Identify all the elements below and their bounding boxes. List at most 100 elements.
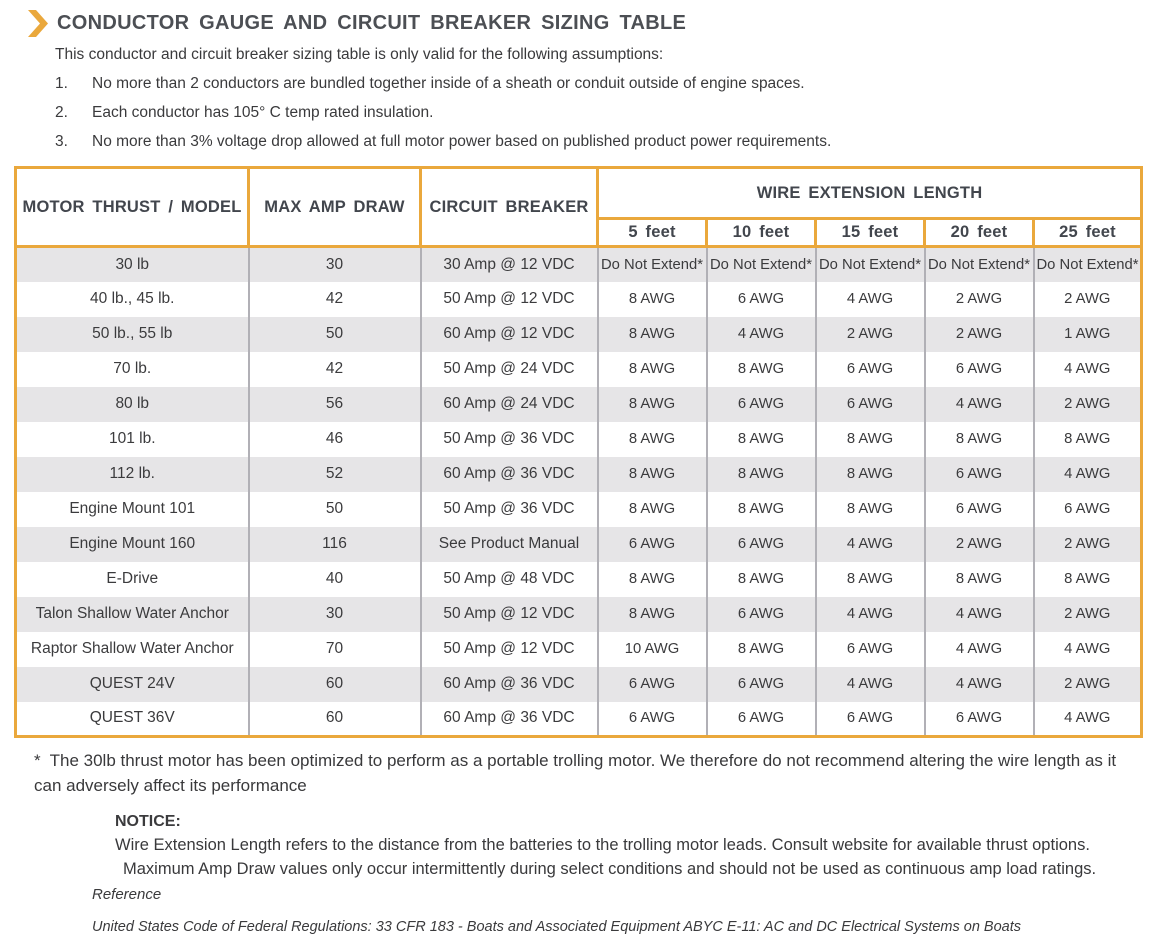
table-row: Raptor Shallow Water Anchor 70 50 Amp @ 12…: [14, 631, 1144, 667]
cell-ext: 2 AWG: [923, 281, 1035, 317]
cell-ext: 6 AWG: [923, 351, 1035, 387]
cell-ext: 8 AWG: [596, 421, 708, 457]
cell-model: 70 lb.: [14, 351, 250, 387]
cell-ext: 6 AWG: [814, 386, 926, 422]
notice-line-2: Maximum Amp Draw values only occur inter…: [123, 860, 1097, 878]
footnote-text: The 30lb thrust motor has been optimized…: [34, 751, 1117, 795]
table-row: 112 lb. 52 60 Amp @ 36 VDC 8 AWG 8 AWG 8 AWG 6…: [14, 456, 1144, 492]
notice-block: NOTICE: Wire Extension Length refers to …: [115, 813, 1154, 879]
cell-ext: 8 AWG: [705, 631, 817, 667]
cell-ext: 4 AWG: [1032, 456, 1144, 492]
cell-ext: 2 AWG: [814, 316, 926, 352]
cell-max-amp: 70: [247, 631, 422, 667]
cell-max-amp: 42: [247, 281, 422, 317]
cell-ext: 8 AWG: [814, 421, 926, 457]
section-header: CONDUCTOR GAUGE AND CIRCUIT BREAKER SIZI…: [0, 0, 1154, 37]
cell-ext: 6 AWG: [705, 701, 817, 738]
reference-label: Reference: [92, 886, 162, 903]
cell-circuit-breaker: 50 Amp @ 36 VDC: [419, 491, 599, 527]
cell-ext: 8 AWG: [814, 491, 926, 527]
assumption-item-2: 2. Each conductor has 105° C temp rated …: [55, 104, 1154, 122]
cell-max-amp: 50: [247, 316, 422, 352]
table-body: 30 lb 30 30 Amp @ 12 VDC Do Not Extend* Do N…: [14, 246, 1144, 738]
chevron-right-icon: [28, 10, 48, 37]
cell-ext: 2 AWG: [1032, 666, 1144, 702]
cell-ext: 8 AWG: [1032, 421, 1144, 457]
cell-ext: Do Not Extend*: [814, 246, 926, 282]
table-row: 50 lb., 55 lb 50 60 Amp @ 12 VDC 8 AWG 4 AWG…: [14, 316, 1144, 352]
cell-model: E-Drive: [14, 561, 250, 597]
cell-max-amp: 52: [247, 456, 422, 492]
cell-ext: Do Not Extend*: [596, 246, 708, 282]
cell-ext: 10 AWG: [596, 631, 708, 667]
cell-ext: 8 AWG: [596, 561, 708, 597]
cell-ext: Do Not Extend*: [923, 246, 1035, 282]
cell-ext: 6 AWG: [596, 666, 708, 702]
cell-ext: 8 AWG: [596, 386, 708, 422]
table-header: MOTOR THRUST / MODEL MAX AMP DRAW CIRCUI…: [14, 166, 1144, 248]
table-row: Engine Mount 101 50 50 Amp @ 36 VDC 8 AWG 8 …: [14, 491, 1144, 527]
cell-ext: 8 AWG: [596, 316, 708, 352]
cell-circuit-breaker: See Product Manual: [419, 526, 599, 562]
cell-circuit-breaker: 50 Amp @ 24 VDC: [419, 351, 599, 387]
cell-ext: 8 AWG: [923, 421, 1035, 457]
cell-circuit-breaker: 60 Amp @ 36 VDC: [419, 456, 599, 492]
assumption-item-1: 1. No more than 2 conductors are bundled…: [55, 75, 1154, 93]
cell-ext: 2 AWG: [1032, 596, 1144, 632]
cell-circuit-breaker: 50 Amp @ 12 VDC: [419, 631, 599, 667]
cell-ext: 6 AWG: [596, 526, 708, 562]
cell-ext: 6 AWG: [705, 596, 817, 632]
cell-ext: 1 AWG: [1032, 316, 1144, 352]
cell-ext: 6 AWG: [705, 281, 817, 317]
cell-ext: 6 AWG: [705, 526, 817, 562]
cell-max-amp: 50: [247, 491, 422, 527]
cell-ext: 2 AWG: [1032, 386, 1144, 422]
cell-ext: 8 AWG: [596, 456, 708, 492]
cell-circuit-breaker: 50 Amp @ 48 VDC: [419, 561, 599, 597]
cell-ext: 8 AWG: [596, 351, 708, 387]
assumption-text: No more than 3% voltage drop allowed at …: [92, 133, 832, 150]
cell-max-amp: 56: [247, 386, 422, 422]
cell-max-amp: 60: [247, 666, 422, 702]
col-header-motor-thrust-model: MOTOR THRUST / MODEL: [14, 166, 250, 248]
cell-ext: 4 AWG: [923, 631, 1035, 667]
cell-ext: 4 AWG: [923, 596, 1035, 632]
assumption-text: Each conductor has 105° C temp rated ins…: [92, 104, 434, 121]
reference-text: United States Code of Federal Regulation…: [92, 919, 1021, 935]
conductor-sizing-table: MOTOR THRUST / MODEL MAX AMP DRAW CIRCUI…: [14, 166, 1144, 738]
cell-model: Engine Mount 101: [14, 491, 250, 527]
cell-max-amp: 40: [247, 561, 422, 597]
col-header-circuit-breaker: CIRCUIT BREAKER: [419, 166, 599, 248]
cell-max-amp: 30: [247, 246, 422, 282]
cell-ext: 6 AWG: [923, 701, 1035, 738]
cell-ext: 8 AWG: [814, 561, 926, 597]
cell-ext: 8 AWG: [705, 351, 817, 387]
col-header-20-feet: 20 feet: [923, 217, 1035, 248]
assumptions-list: 1. No more than 2 conductors are bundled…: [0, 75, 1154, 151]
col-header-10-feet: 10 feet: [705, 217, 817, 248]
cell-model: QUEST 24V: [14, 666, 250, 702]
table-row: E-Drive 40 50 Amp @ 48 VDC 8 AWG 8 AWG 8 AWG 8…: [14, 561, 1144, 597]
cell-ext: 4 AWG: [814, 666, 926, 702]
cell-ext: 4 AWG: [1032, 701, 1144, 738]
cell-ext: 6 AWG: [705, 666, 817, 702]
assumption-text: No more than 2 conductors are bundled to…: [92, 75, 805, 92]
cell-ext: Do Not Extend*: [705, 246, 817, 282]
table-row: Talon Shallow Water Anchor 30 50 Amp @ 12 …: [14, 596, 1144, 632]
cell-model: 112 lb.: [14, 456, 250, 492]
cell-max-amp: 46: [247, 421, 422, 457]
col-header-5-feet: 5 feet: [596, 217, 708, 248]
cell-model: 101 lb.: [14, 421, 250, 457]
table-row: 101 lb. 46 50 Amp @ 36 VDC 8 AWG 8 AWG 8 AWG 8…: [14, 421, 1144, 457]
cell-ext: 4 AWG: [1032, 631, 1144, 667]
cell-model: Talon Shallow Water Anchor: [14, 596, 250, 632]
cell-model: 80 lb: [14, 386, 250, 422]
table-row: 40 lb., 45 lb. 42 50 Amp @ 12 VDC 8 AWG 6 AW…: [14, 281, 1144, 317]
cell-max-amp: 30: [247, 596, 422, 632]
cell-ext: 6 AWG: [596, 701, 708, 738]
assumption-number: 2.: [55, 104, 68, 121]
col-header-max-amp-draw: MAX AMP DRAW: [247, 166, 422, 248]
table-row: 80 lb 56 60 Amp @ 24 VDC 8 AWG 6 AWG 6 AWG 4 A…: [14, 386, 1144, 422]
footnote-marker: *: [34, 751, 41, 770]
